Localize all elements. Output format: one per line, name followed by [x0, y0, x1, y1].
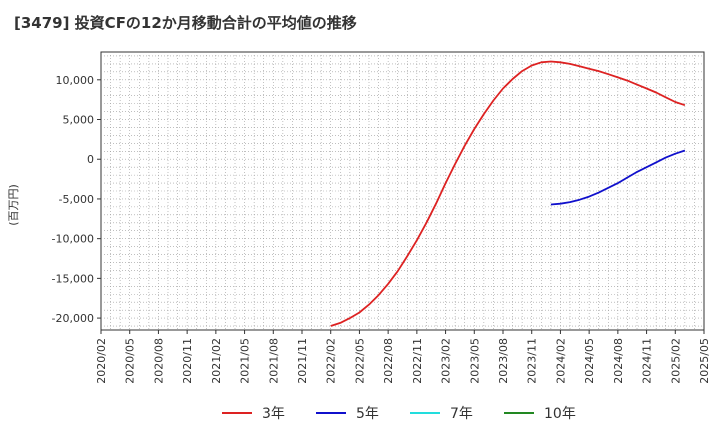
- y-tick-label: 5,000: [63, 114, 95, 127]
- x-tick-label: 2024/02: [554, 338, 567, 384]
- x-tick-label: 2022/05: [353, 338, 366, 384]
- y-tick-label: 10,000: [56, 74, 95, 87]
- y-tick-label: -15,000: [52, 272, 94, 285]
- x-tick-label: 2021/02: [210, 338, 223, 384]
- series-layer: [330, 60, 686, 327]
- x-tick-label: 2023/05: [468, 338, 481, 384]
- y-tick-label: 0: [87, 153, 94, 166]
- grid-lines: [101, 52, 704, 330]
- x-tick-label: 2023/11: [526, 338, 539, 384]
- x-tick-label: 2023/08: [497, 338, 510, 384]
- x-tick-label: 2022/02: [325, 338, 338, 384]
- x-tick-label: 2020/11: [181, 338, 194, 384]
- y-tick-label: -5,000: [59, 193, 94, 206]
- x-tick-label: 2025/02: [669, 338, 682, 384]
- x-tick-label: 2022/11: [411, 338, 424, 384]
- x-tick-label: 2020/08: [152, 338, 165, 384]
- y-axis: 10,000 5,000 0 -5,000 -10,000 -15,000 -20,000: [52, 74, 101, 325]
- series-line: [330, 60, 686, 327]
- x-tick-label: 2021/11: [296, 338, 309, 384]
- x-tick-label: 2022/08: [382, 338, 395, 384]
- legend-label: 10年: [544, 406, 576, 422]
- y-axis-label: (百万円): [7, 184, 20, 226]
- y-tick-label: -20,000: [52, 312, 94, 325]
- x-tick-label: 2021/08: [267, 338, 280, 384]
- x-tick-label: 2020/02: [95, 338, 108, 384]
- x-tick-label: 2020/05: [124, 338, 137, 384]
- x-tick-label: 2024/08: [612, 338, 625, 384]
- x-tick-label: 2025/05: [698, 338, 711, 384]
- x-tick-label: 2023/02: [440, 338, 453, 384]
- legend-label: 7年: [450, 406, 473, 422]
- x-axis: 2020/02 2020/05 2020/08 2020/11 2021/02 2021/…: [95, 330, 711, 384]
- legend-label: 3年: [262, 406, 285, 422]
- series-line: [550, 149, 686, 206]
- y-tick-label: -10,000: [52, 233, 94, 246]
- legend-label: 5年: [356, 406, 379, 422]
- x-tick-label: 2021/05: [239, 338, 252, 384]
- chart-title: [3479] 投資CFの12か月移動合計の平均値の推移: [14, 14, 357, 32]
- x-tick-label: 2024/05: [583, 338, 596, 384]
- legend: 3年 5年 7年 10年: [222, 406, 576, 422]
- x-tick-label: 2024/11: [641, 338, 654, 384]
